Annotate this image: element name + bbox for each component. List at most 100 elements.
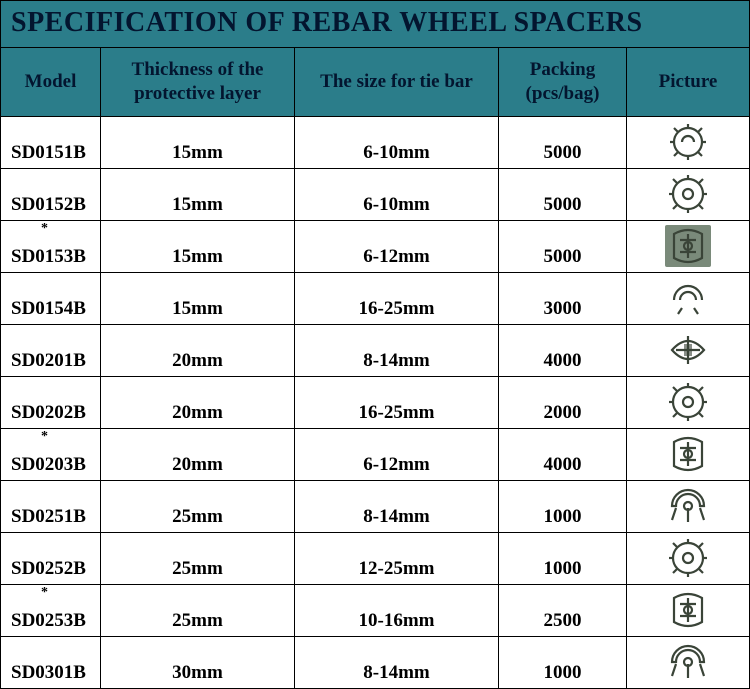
spacer-icon [665, 485, 711, 527]
table-row: SD0201B 20mm8-14mm4000 [1, 325, 749, 377]
spacer-icon [665, 173, 711, 215]
cell-tiebar: 8-14mm [295, 325, 499, 376]
model-text: SD0252B [11, 558, 86, 580]
cell-thickness: 20mm [101, 325, 295, 376]
table-row: SD0151B 15mm6-10mm5000 [1, 117, 749, 169]
model-text: SD0154B [11, 298, 86, 320]
spacer-icon [665, 225, 711, 267]
cell-picture [627, 585, 749, 636]
cell-picture [627, 273, 749, 324]
model-text: SD0202B [11, 402, 86, 424]
cell-picture [627, 169, 749, 220]
cell-tiebar: 6-12mm [295, 429, 499, 480]
cell-packing: 4000 [499, 325, 627, 376]
table-row: * SD0253B 25mm10-16mm2500 [1, 585, 749, 637]
cell-tiebar: 12-25mm [295, 533, 499, 584]
spacer-icon [665, 381, 711, 423]
spec-table: SPECIFICATION OF REBAR WHEEL SPACERS Mod… [0, 0, 750, 689]
star-icon: * [41, 429, 48, 445]
spacer-icon [665, 121, 711, 163]
col-header-packing: Packing (pcs/bag) [499, 48, 627, 116]
col-header-tiebar: The size for tie bar [295, 48, 499, 116]
cell-model: SD0201B [1, 325, 101, 376]
table-row: SD0251B 25mm8-14mm1000 [1, 481, 749, 533]
table-row: * SD0153B 15mm6-12mm5000 [1, 221, 749, 273]
table-header-row: Model Thickness of the protective layer … [1, 48, 749, 117]
model-text: SD0253B [11, 610, 86, 632]
cell-picture [627, 117, 749, 168]
cell-model: SD0151B [1, 117, 101, 168]
cell-tiebar: 6-10mm [295, 117, 499, 168]
cell-tiebar: 16-25mm [295, 273, 499, 324]
cell-thickness: 15mm [101, 117, 295, 168]
spacer-icon [665, 277, 711, 319]
model-text: SD0251B [11, 506, 86, 528]
cell-picture [627, 533, 749, 584]
cell-packing: 5000 [499, 169, 627, 220]
cell-picture [627, 637, 749, 688]
table-body: SD0151B15mm6-10mm5000SD0152B15mm6-10mm50… [1, 117, 749, 689]
cell-thickness: 15mm [101, 221, 295, 272]
cell-packing: 1000 [499, 481, 627, 532]
cell-thickness: 20mm [101, 429, 295, 480]
col-header-model: Model [1, 48, 101, 116]
table-title: SPECIFICATION OF REBAR WHEEL SPACERS [1, 1, 749, 48]
cell-picture [627, 429, 749, 480]
cell-tiebar: 6-12mm [295, 221, 499, 272]
table-row: SD0154B 15mm16-25mm3000 [1, 273, 749, 325]
spacer-icon [665, 537, 711, 579]
cell-picture [627, 325, 749, 376]
cell-model: * SD0253B [1, 585, 101, 636]
cell-packing: 2500 [499, 585, 627, 636]
cell-picture [627, 481, 749, 532]
spacer-icon [665, 641, 711, 683]
cell-model: SD0252B [1, 533, 101, 584]
cell-model: SD0154B [1, 273, 101, 324]
cell-model: SD0152B [1, 169, 101, 220]
model-text: SD0151B [11, 142, 86, 164]
table-row: * SD0203B 20mm6-12mm4000 [1, 429, 749, 481]
cell-packing: 5000 [499, 117, 627, 168]
cell-thickness: 20mm [101, 377, 295, 428]
cell-tiebar: 8-14mm [295, 481, 499, 532]
cell-thickness: 25mm [101, 585, 295, 636]
model-text: SD0301B [11, 662, 86, 684]
table-row: SD0301B 30mm8-14mm1000 [1, 637, 749, 689]
star-icon: * [41, 585, 48, 601]
col-header-picture: Picture [627, 48, 749, 116]
cell-packing: 5000 [499, 221, 627, 272]
star-icon: * [41, 221, 48, 237]
model-text: SD0152B [11, 194, 86, 216]
table-row: SD0252B 25mm12-25mm1000 [1, 533, 749, 585]
col-header-thickness: Thickness of the protective layer [101, 48, 295, 116]
cell-tiebar: 10-16mm [295, 585, 499, 636]
cell-model: SD0251B [1, 481, 101, 532]
table-row: SD0202B 20mm16-25mm2000 [1, 377, 749, 429]
cell-thickness: 25mm [101, 481, 295, 532]
model-text: SD0153B [11, 246, 86, 268]
cell-packing: 1000 [499, 637, 627, 688]
cell-packing: 4000 [499, 429, 627, 480]
table-row: SD0152B 15mm6-10mm5000 [1, 169, 749, 221]
cell-model: * SD0203B [1, 429, 101, 480]
cell-tiebar: 16-25mm [295, 377, 499, 428]
cell-tiebar: 6-10mm [295, 169, 499, 220]
model-text: SD0203B [11, 454, 86, 476]
cell-tiebar: 8-14mm [295, 637, 499, 688]
cell-thickness: 30mm [101, 637, 295, 688]
cell-thickness: 15mm [101, 169, 295, 220]
spacer-icon [665, 433, 711, 475]
model-text: SD0201B [11, 350, 86, 372]
cell-thickness: 15mm [101, 273, 295, 324]
cell-model: * SD0153B [1, 221, 101, 272]
cell-model: SD0202B [1, 377, 101, 428]
spacer-icon [665, 329, 711, 371]
spacer-icon [665, 589, 711, 631]
cell-picture [627, 221, 749, 272]
cell-thickness: 25mm [101, 533, 295, 584]
cell-packing: 1000 [499, 533, 627, 584]
cell-model: SD0301B [1, 637, 101, 688]
cell-packing: 2000 [499, 377, 627, 428]
cell-picture [627, 377, 749, 428]
cell-packing: 3000 [499, 273, 627, 324]
